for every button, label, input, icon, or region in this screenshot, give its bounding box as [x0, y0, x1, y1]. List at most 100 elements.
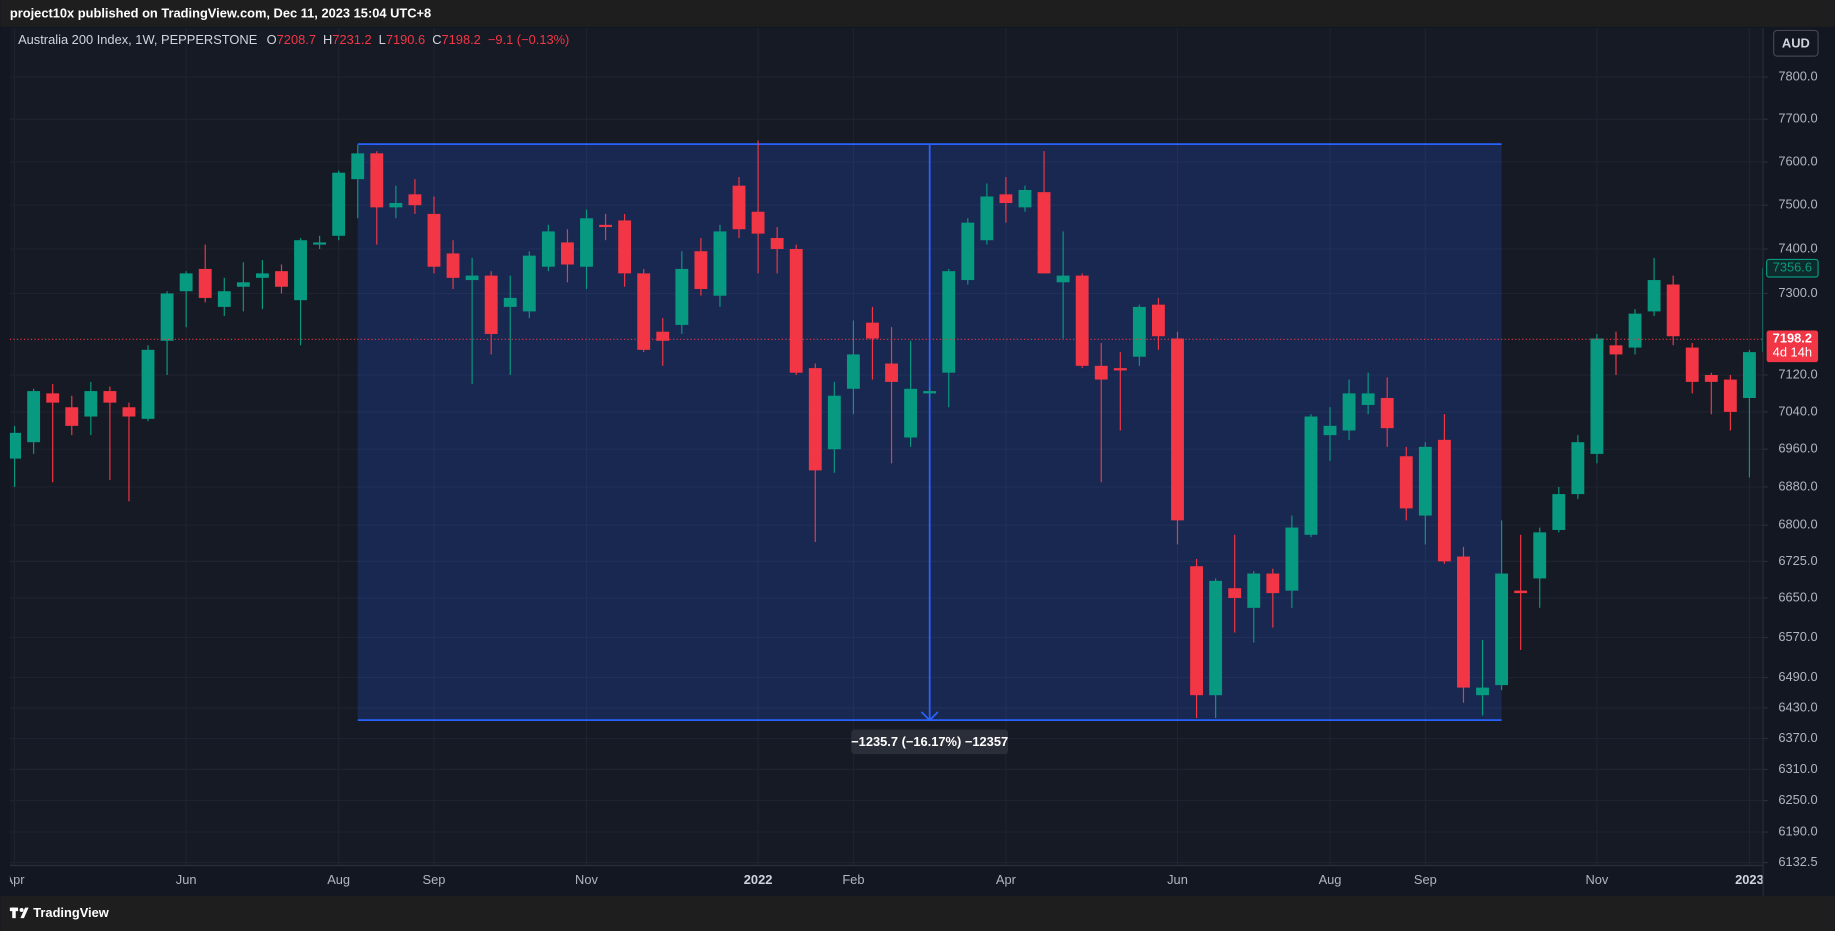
- candle-body: [1056, 275, 1070, 283]
- x-tick-label: Nov: [1585, 872, 1608, 887]
- candle-body: [179, 273, 193, 292]
- candle-body: [1113, 368, 1127, 371]
- y-tick-label: 6570.0: [1778, 629, 1817, 644]
- candle-body: [1628, 313, 1642, 348]
- candle-body: [1399, 456, 1413, 509]
- y-tick-label: 7500.0: [1778, 197, 1817, 212]
- y-tick-label: 7300.0: [1778, 285, 1817, 300]
- measure-arrow-head: [920, 711, 939, 722]
- candle-body: [1609, 345, 1623, 355]
- candle-body: [1495, 573, 1509, 686]
- candle-body: [732, 185, 746, 230]
- y-tick-label: 7800.0: [1778, 68, 1817, 83]
- y-tick-label: 6880.0: [1778, 478, 1817, 493]
- candle-body: [1190, 566, 1203, 696]
- candle-body: [980, 196, 994, 241]
- y-tick-label: 6725.0: [1778, 553, 1817, 568]
- candle-body: [1723, 379, 1737, 412]
- candle-body: [122, 407, 136, 417]
- grid: [9, 28, 1764, 866]
- candle-body: [389, 203, 403, 208]
- ohlc-value: 7208.7: [277, 32, 316, 47]
- candle-body: [1171, 338, 1184, 521]
- symbol-name: Australia 200 Index, 1W, PEPPERSTONE: [18, 32, 258, 47]
- candle-body: [618, 220, 632, 274]
- plot-area: [9, 28, 1764, 866]
- candle-body: [942, 271, 956, 373]
- y-tick-label: 7040.0: [1778, 403, 1817, 418]
- logo-part: [20, 907, 29, 919]
- y-tick-label: 7120.0: [1778, 366, 1817, 381]
- x-tick-label: Apr: [996, 872, 1017, 887]
- ohlc-key: H: [323, 32, 332, 47]
- y-tick-label: 6490.0: [1778, 669, 1817, 684]
- candle-body: [827, 395, 841, 450]
- close-price-box: [1766, 258, 1819, 278]
- currency-button[interactable]: [1773, 29, 1819, 57]
- change-value: −9.1 (−0.13%): [488, 32, 569, 47]
- candle-body: [713, 231, 727, 296]
- candle-body: [103, 391, 117, 403]
- candle-body: [160, 293, 174, 341]
- candle-body: [503, 297, 517, 307]
- candle-body: [1361, 393, 1375, 405]
- y-tick-label: 6190.0: [1778, 823, 1817, 838]
- candle-body: [675, 268, 689, 325]
- candle-body: [1514, 590, 1528, 594]
- candle-body: [27, 391, 41, 443]
- candle-body: [141, 349, 155, 419]
- candle-body: [1304, 416, 1318, 535]
- candle-body: [1704, 374, 1718, 382]
- y-tick-label: 7600.0: [1778, 153, 1817, 168]
- candle-body: [1743, 352, 1756, 399]
- candle-body: [1152, 304, 1165, 337]
- brand-logo: [9, 907, 29, 919]
- brand-name: TradingView: [33, 905, 110, 920]
- plot: [9, 140, 1764, 722]
- candle-body: [1285, 527, 1299, 591]
- candle-body: [637, 273, 651, 350]
- candle-body: [866, 322, 879, 339]
- y-tick-label: 7700.0: [1778, 111, 1817, 126]
- candle-body: [541, 231, 555, 267]
- candle-body: [1018, 189, 1032, 208]
- candle-body: [1094, 365, 1108, 380]
- countdown-label: 4d 14h: [1773, 345, 1812, 360]
- candle-body: [751, 211, 765, 234]
- candle-body: [1380, 398, 1394, 429]
- candle-body: [370, 153, 384, 208]
- candle-body: [1132, 306, 1146, 357]
- ohlc-value: 7231.2: [332, 32, 371, 47]
- candle-body: [846, 354, 860, 389]
- y-tick-label: 6960.0: [1778, 441, 1817, 456]
- y-tick-label: 6370.0: [1778, 730, 1817, 745]
- footer: [0, 895, 1835, 931]
- x-tick-label: 2023: [1735, 872, 1764, 887]
- logo-part: [19, 907, 24, 912]
- y-tick-label: 6430.0: [1778, 699, 1817, 714]
- candle-body: [1590, 338, 1604, 454]
- candle-body: [923, 391, 937, 394]
- x-tick-label: Jun: [176, 872, 197, 887]
- legend: Australia 200 Index, 1W, PEPPERSTONE O720…: [18, 32, 569, 47]
- candle-body: [484, 275, 498, 334]
- candle-body: [1266, 573, 1280, 594]
- currency-label: AUD: [1782, 35, 1810, 50]
- close-price-label: 7356.6: [1773, 260, 1812, 275]
- candle-body: [1437, 439, 1451, 562]
- candle-body: [561, 242, 574, 265]
- measure-label-box: [851, 729, 1009, 755]
- candle-body: [1418, 446, 1432, 516]
- candle-body: [1228, 588, 1242, 599]
- candle-body: [1571, 442, 1585, 495]
- candle-body: [84, 391, 98, 417]
- candle-body: [9, 432, 22, 459]
- x-tick-label: Sep: [1414, 872, 1437, 887]
- candle-body: [313, 242, 327, 245]
- candle-body: [65, 407, 79, 426]
- candle-body: [580, 218, 593, 267]
- candle-body: [46, 393, 60, 403]
- candle-body: [1247, 573, 1261, 608]
- y-tick-label: 7400.0: [1778, 240, 1817, 255]
